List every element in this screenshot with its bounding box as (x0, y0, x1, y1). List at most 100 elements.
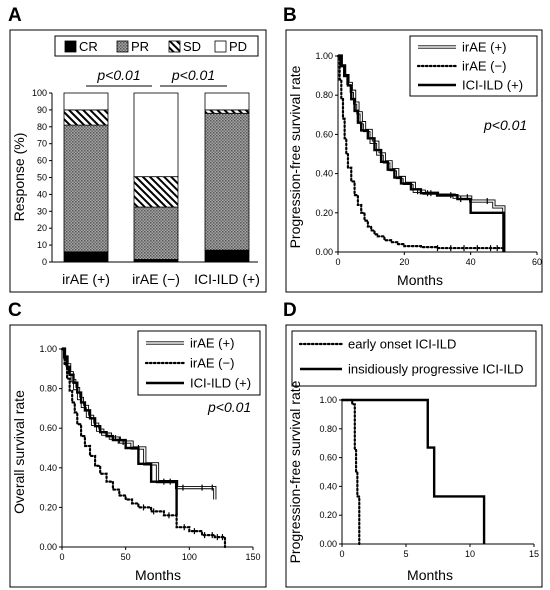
panel-d-y-tick-label: 0.60 (319, 453, 337, 463)
panel-b-plot-area: 0.00 0.20 0.40 0.60 0.80 1.00 0 20 40 60 (315, 51, 542, 267)
panel-d-y-axis-title: Progression-free survival rate (287, 380, 303, 563)
panel-d-x-tick-label: 5 (403, 549, 408, 559)
panel-letter-c: C (8, 300, 22, 321)
bar-irae-pr (133, 206, 179, 260)
panel-c-frame (9, 324, 267, 588)
panel-a-y-tick-label: 70 (37, 139, 47, 149)
panel-a-bar-chart: CR PR SD PD p<0.01 p<0.01 0 10 20 30 40 50 60 70 80 9… (11, 35, 260, 287)
comparison-p-value: p<0.01 (96, 67, 140, 83)
panel-c-x-tick-label: 100 (182, 552, 197, 562)
panel-a-y-tick-label: 0 (42, 257, 47, 267)
series-line-ici-ild (338, 54, 506, 252)
legend-label-pd: PD (229, 39, 247, 54)
bar-irae-cr (63, 251, 109, 263)
legend-label-irae: irAE (−) (190, 356, 234, 371)
panel-d-x-axis-title: Months (407, 567, 453, 583)
panel-d-y-tick-label: 0.00 (319, 539, 337, 549)
panel-a-legend-box (54, 35, 259, 57)
panel-c-y-tick-label: 0.20 (39, 502, 57, 512)
series-line-irae (336, 54, 505, 250)
panel-b-y-tick-label: 0.80 (315, 90, 333, 100)
panel-a-plot-area: 0 10 20 30 40 50 60 70 80 90 100 irAE (+) irAE (−) IC… (32, 88, 260, 287)
panel-a-category-label: irAE (−) (132, 271, 180, 287)
legend-label-irae: irAE (+) (462, 40, 506, 55)
panel-c-x-tick-label: 0 (59, 552, 64, 562)
panel-b-y-tick-label: 0.60 (315, 129, 333, 139)
panel-b-x-tick-label: 40 (466, 257, 476, 267)
panel-d-x-tick-label: 15 (529, 549, 539, 559)
legend-label-irae: irAE (+) (190, 336, 234, 351)
legend-label-sd: SD (183, 39, 201, 54)
bar-ici-ild-sd (204, 109, 250, 114)
legend-label-insidiously-progressive-ici-ild: insidiously progressive ICI-ILD (348, 362, 524, 377)
bar-ici-ild-pd (204, 92, 250, 111)
bar-irae-pd (133, 92, 179, 178)
panel-b-x-tick-label: 0 (335, 257, 340, 267)
legend-swatch-sd (168, 40, 181, 53)
series-line-ici-ild (62, 347, 178, 516)
panel-c-legend: irAE (+) irAE (−) ICI-ILD (+) (137, 330, 261, 396)
bar-ici-ild-pr (204, 112, 250, 251)
panel-b-survival-chart: 0.00 0.20 0.40 0.60 0.80 1.00 0 20 40 60 irAE (+)… (287, 35, 542, 288)
legend-label-ici-ild: ICI-ILD (+) (190, 376, 251, 391)
panel-d-y-tick-label: 1.00 (319, 395, 337, 405)
panel-d-y-tick-label: 0.20 (319, 510, 337, 520)
panel-d-x-tick-label: 10 (465, 549, 475, 559)
panel-a-y-tick-label: 100 (32, 88, 47, 98)
panel-a-y-tick-label: 80 (37, 122, 47, 132)
panel-a-y-tick-label: 10 (37, 240, 47, 250)
legend-label-ici-ild: ICI-ILD (+) (462, 78, 523, 93)
panel-a-y-tick-label: 30 (37, 206, 47, 216)
panel-a-y-tick-label: 90 (37, 105, 47, 115)
panel-d-y-tick-label: 0.80 (319, 424, 337, 434)
panel-a-frame (9, 29, 267, 293)
panel-a-y-tick-label: 20 (37, 223, 47, 233)
legend-label-early-onset-ici-ild: early onset ICI-ILD (348, 337, 456, 352)
bar-irae-pd (63, 92, 109, 111)
panel-b-legend: irAE (+) irAE (−) ICI-ILD (+) (409, 35, 538, 97)
panel-a-y-tick-label: 50 (37, 173, 47, 183)
comparison-p-value: p<0.01 (171, 67, 215, 83)
panel-b-x-axis-title: Months (397, 272, 443, 288)
legend-label-cr: CR (79, 39, 98, 54)
legend-label-pr: PR (131, 39, 149, 54)
panel-b-y-tick-label: 0.40 (315, 169, 333, 179)
panel-b-p-value: p<0.01 (483, 117, 527, 133)
panel-b-x-tick-label: 20 (399, 257, 409, 267)
panel-b-x-tick-label: 60 (532, 257, 542, 267)
panel-c-survival-chart: 0.00 0.20 0.40 0.60 0.80 1.00 0 50 100 150 irAE (… (11, 330, 261, 583)
panel-d-plot-area: 0.00 0.20 0.40 0.60 0.80 1.00 0 5 10 15 (319, 395, 539, 559)
panel-d-y-tick-label: 0.40 (319, 481, 337, 491)
panel-a-y-tick-label: 40 (37, 189, 47, 199)
panel-b-y-tick-label: 0.00 (315, 247, 333, 257)
panel-a-y-tick-label: 60 (37, 156, 47, 166)
legend-label-irae: irAE (−) (462, 59, 506, 74)
panel-c-y-axis-title: Overall survival rate (11, 390, 27, 514)
series-line-insidiously-progressive-ici-ild (342, 398, 486, 544)
panel-b-y-tick-label: 1.00 (315, 51, 333, 61)
panel-b-frame (285, 29, 543, 293)
legend-swatch-pr (116, 40, 129, 53)
panel-c-x-tick-label: 150 (245, 552, 260, 562)
series-line-irae (60, 347, 227, 549)
panel-c-x-tick-label: 50 (121, 552, 131, 562)
panel-c-y-tick-label: 0.60 (39, 423, 57, 433)
panel-a-category-label: irAE (+) (62, 271, 110, 287)
bar-ici-ild-cr (204, 249, 250, 263)
panel-d-x-tick-label: 0 (339, 549, 344, 559)
legend-swatch-cr (64, 40, 77, 53)
bar-irae-sd (63, 109, 109, 126)
panel-c-p-value: p<0.01 (207, 399, 251, 415)
panel-d-legend-box (291, 330, 537, 387)
panel-d-survival-chart: 0.00 0.20 0.40 0.60 0.80 1.00 0 5 10 15 early ons… (287, 330, 539, 583)
panel-c-x-axis-title: Months (135, 567, 181, 583)
panel-b-y-tick-label: 0.20 (315, 208, 333, 218)
panel-a-comparisons: p<0.01 p<0.01 (86, 67, 227, 87)
panel-c-y-tick-label: 0.80 (39, 384, 57, 394)
panel-a-category-label: ICI-ILD (+) (194, 271, 260, 287)
panel-c-y-tick-label: 1.00 (39, 344, 57, 354)
panel-letter-b: B (283, 5, 297, 26)
series-line-early-onset-ici-ild (340, 398, 361, 546)
panel-a-y-axis-title: Response (%) (11, 133, 27, 222)
